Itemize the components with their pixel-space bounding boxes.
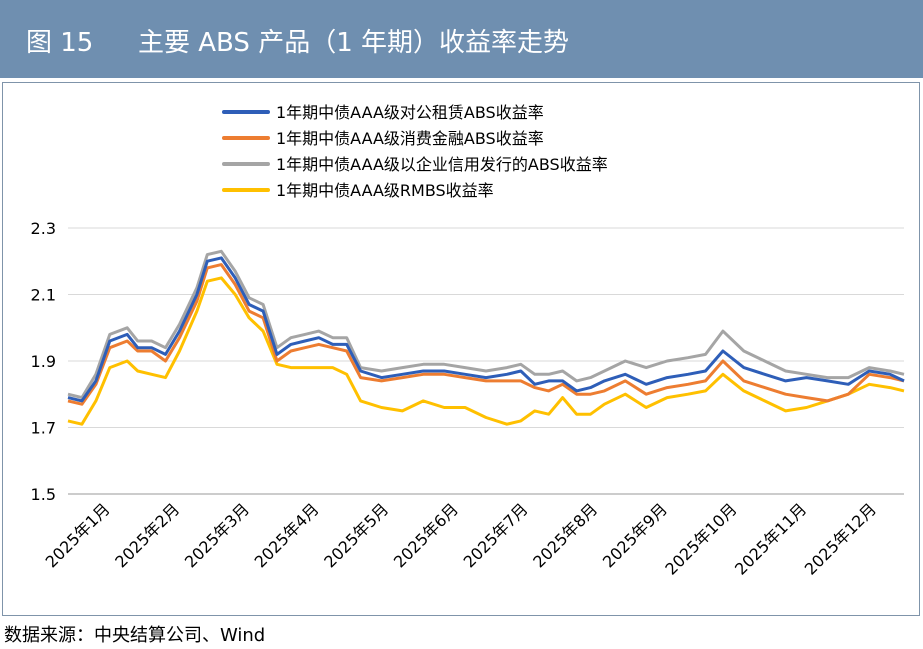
x-tick-label: 2025年2月 xyxy=(111,499,183,571)
legend-item: 1年期中债AAA级RMBS收益率 xyxy=(222,178,608,204)
series-line-1 xyxy=(67,256,905,403)
x-tick-label: 2025年1月 xyxy=(42,499,114,571)
figure-header: 图 15 主要 ABS 产品（1 年期）收益率走势 xyxy=(0,0,923,78)
legend-item: 1年期中债AAA级以企业信用发行的ABS收益率 xyxy=(222,152,608,178)
x-tick-label: 2025年8月 xyxy=(529,499,601,571)
series-line-3 xyxy=(67,249,905,400)
legend-label: 1年期中债AAA级消费金融ABS收益率 xyxy=(276,129,544,148)
x-tick-label: 2025年12月 xyxy=(801,499,880,578)
figure-title: 主要 ABS 产品（1 年期）收益率走势 xyxy=(138,28,570,58)
y-tick-label: 2.1 xyxy=(31,286,56,305)
legend-item: 1年期中债AAA级消费金融ABS收益率 xyxy=(222,126,608,152)
y-tick-label: 1.7 xyxy=(31,419,56,438)
source-note: 数据来源：中央结算公司、Wind xyxy=(4,625,266,646)
x-tick-label: 2025年6月 xyxy=(390,499,462,571)
series-line-4 xyxy=(67,276,905,426)
y-tick-label: 2.3 xyxy=(31,219,56,238)
x-tick-label: 2025年7月 xyxy=(460,499,532,571)
legend-swatch xyxy=(222,161,270,166)
legend-swatch xyxy=(222,109,270,114)
x-tick-label: 2025年10月 xyxy=(661,499,740,578)
legend-item: 1年期中债AAA级对公租赁ABS收益率 xyxy=(222,100,608,126)
legend-label: 1年期中债AAA级RMBS收益率 xyxy=(276,181,494,200)
x-tick-label: 2025年3月 xyxy=(181,499,253,571)
line-chart: 2.32.11.91.71.52025年1月2025年2月2025年3月2025… xyxy=(31,219,905,579)
x-tick-label: 2025年5月 xyxy=(320,499,392,571)
chart-legend: 1年期中债AAA级对公租赁ABS收益率 1年期中债AAA级消费金融ABS收益率 1年… xyxy=(222,100,608,204)
y-tick-label: 1.5 xyxy=(31,485,56,504)
x-tick-label: 2025年11月 xyxy=(731,499,810,578)
legend-label: 1年期中债AAA级以企业信用发行的ABS收益率 xyxy=(276,155,608,174)
y-tick-label: 1.9 xyxy=(31,352,56,371)
legend-swatch xyxy=(222,187,270,192)
series-line-2 xyxy=(67,263,905,406)
legend-label: 1年期中债AAA级对公租赁ABS收益率 xyxy=(276,103,544,122)
x-tick-label: 2025年4月 xyxy=(251,499,323,571)
x-tick-label: 2025年9月 xyxy=(599,499,671,571)
figure-number: 图 15 xyxy=(26,28,94,58)
legend-swatch xyxy=(222,135,270,140)
